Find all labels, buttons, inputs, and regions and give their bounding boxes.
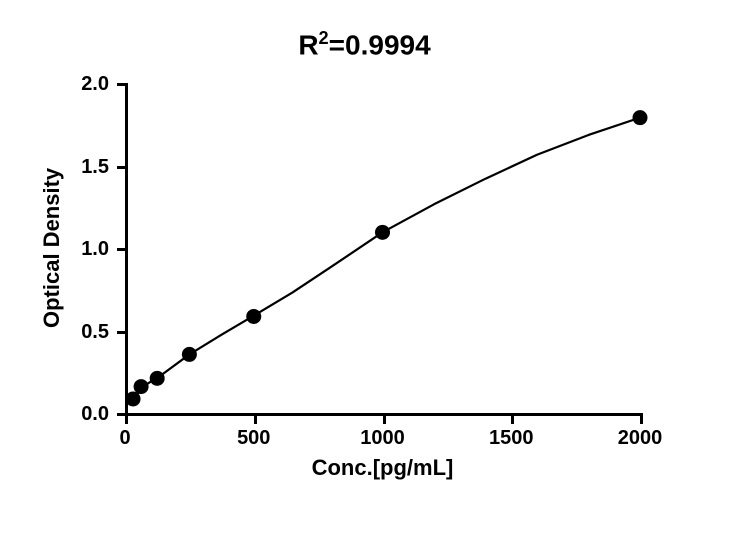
data-point	[182, 347, 197, 362]
plot-area	[125, 83, 640, 413]
y-tick	[117, 248, 125, 251]
y-axis-label: Optical Density	[39, 168, 65, 328]
y-tick-label: 0.0	[67, 403, 109, 426]
x-tick-label: 0	[85, 427, 165, 450]
x-tick	[511, 416, 514, 424]
fitted-curve	[133, 118, 640, 399]
x-tick	[383, 416, 386, 424]
chart-title: R2=0.9994	[0, 28, 729, 61]
data-point	[375, 225, 390, 240]
y-axis-line	[125, 83, 128, 416]
chart-container: R2=0.9994 Optical Density Conc.[pg/mL] 0…	[0, 0, 729, 539]
x-tick	[125, 416, 128, 424]
x-axis-label: Conc.[pg/mL]	[125, 455, 640, 481]
x-tick-label: 1500	[471, 427, 551, 450]
y-tick	[117, 413, 125, 416]
y-tick-label: 0.5	[67, 321, 109, 344]
title-prefix: R	[298, 29, 318, 60]
y-tick	[117, 166, 125, 169]
title-suffix: =0.9994	[329, 29, 431, 60]
x-tick-label: 1000	[343, 427, 423, 450]
y-tick-label: 1.0	[67, 238, 109, 261]
y-tick	[117, 83, 125, 86]
y-tick-label: 1.5	[67, 156, 109, 179]
x-tick-label: 2000	[600, 427, 680, 450]
plot-svg	[125, 83, 640, 413]
x-tick	[640, 416, 643, 424]
data-point	[134, 379, 149, 394]
y-tick-label: 2.0	[67, 73, 109, 96]
data-point	[246, 309, 261, 324]
y-tick	[117, 331, 125, 334]
x-tick	[254, 416, 257, 424]
data-point	[633, 110, 648, 125]
title-superscript: 2	[319, 28, 329, 48]
data-point	[150, 371, 165, 386]
x-tick-label: 500	[214, 427, 294, 450]
